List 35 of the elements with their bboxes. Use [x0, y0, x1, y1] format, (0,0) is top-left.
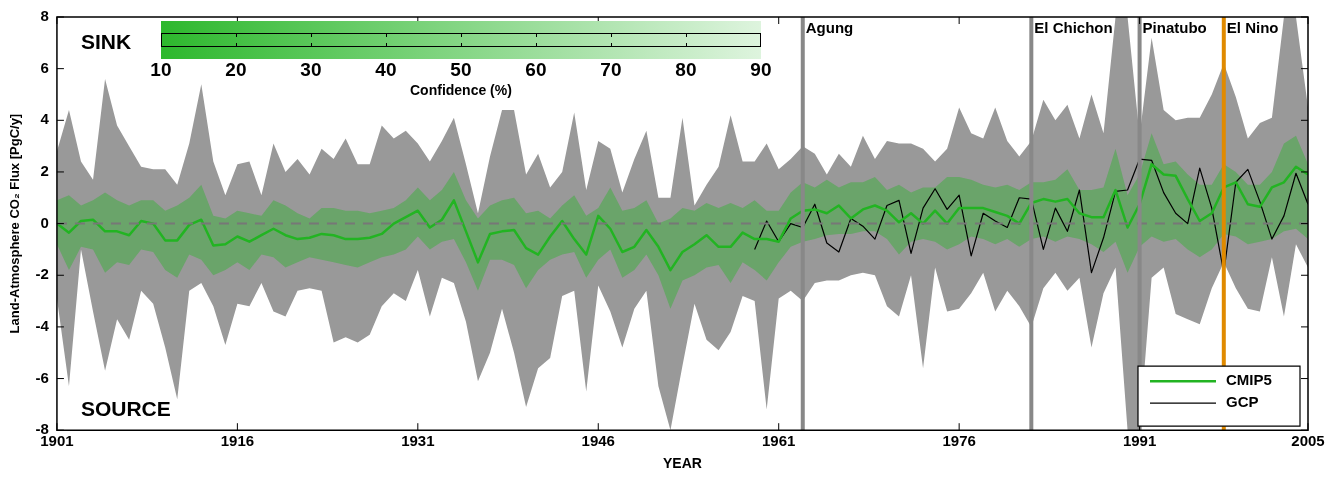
x-tick-label: 1976: [942, 432, 976, 450]
annotation: 20: [225, 58, 247, 80]
annotation: SINK: [80, 29, 132, 53]
annotation: 10: [150, 58, 172, 80]
annotation: 70: [600, 58, 622, 80]
x-tick-label: 1931: [401, 432, 435, 450]
x-tick-label: 1961: [762, 432, 796, 450]
y-tick-label: 6: [40, 58, 49, 76]
annotation: 30: [300, 58, 322, 80]
x-tick-label: 1991: [1122, 432, 1157, 450]
y-tick-label: 4: [40, 110, 50, 128]
y-tick-label: -2: [35, 265, 49, 283]
ref-line-label: Pinatubo: [1142, 18, 1207, 36]
annotation: 50: [450, 58, 472, 80]
x-tick-label: 1916: [220, 432, 255, 450]
y-tick-label: 0: [40, 213, 49, 231]
y-tick-label: -6: [35, 368, 49, 386]
annotation: 60: [525, 58, 547, 80]
legend-label: GCP: [1226, 393, 1259, 411]
ref-line-label: El Chichon: [1034, 18, 1113, 36]
annotation: SOURCE: [80, 397, 171, 420]
color-bar-title: Confidence (%): [409, 81, 512, 98]
x-axis-title: YEAR: [663, 455, 702, 472]
annotation: 40: [375, 58, 397, 80]
ref-line-label: El Nino: [1226, 18, 1279, 36]
y-axis-title: Land-Atmosphere CO₂ Flux [PgC/y]: [7, 113, 23, 334]
x-tick-label: 2005: [1291, 432, 1325, 450]
legend-label: CMIP5: [1226, 371, 1272, 389]
y-tick-label: 2: [40, 162, 49, 180]
ref-line-label: Agung: [805, 18, 854, 36]
x-tick-label: 1946: [581, 432, 615, 450]
annotation: 90: [750, 58, 772, 80]
y-tick-label: -4: [35, 317, 50, 335]
y-tick-label: 8: [40, 7, 49, 25]
annotation: 80: [675, 58, 697, 80]
